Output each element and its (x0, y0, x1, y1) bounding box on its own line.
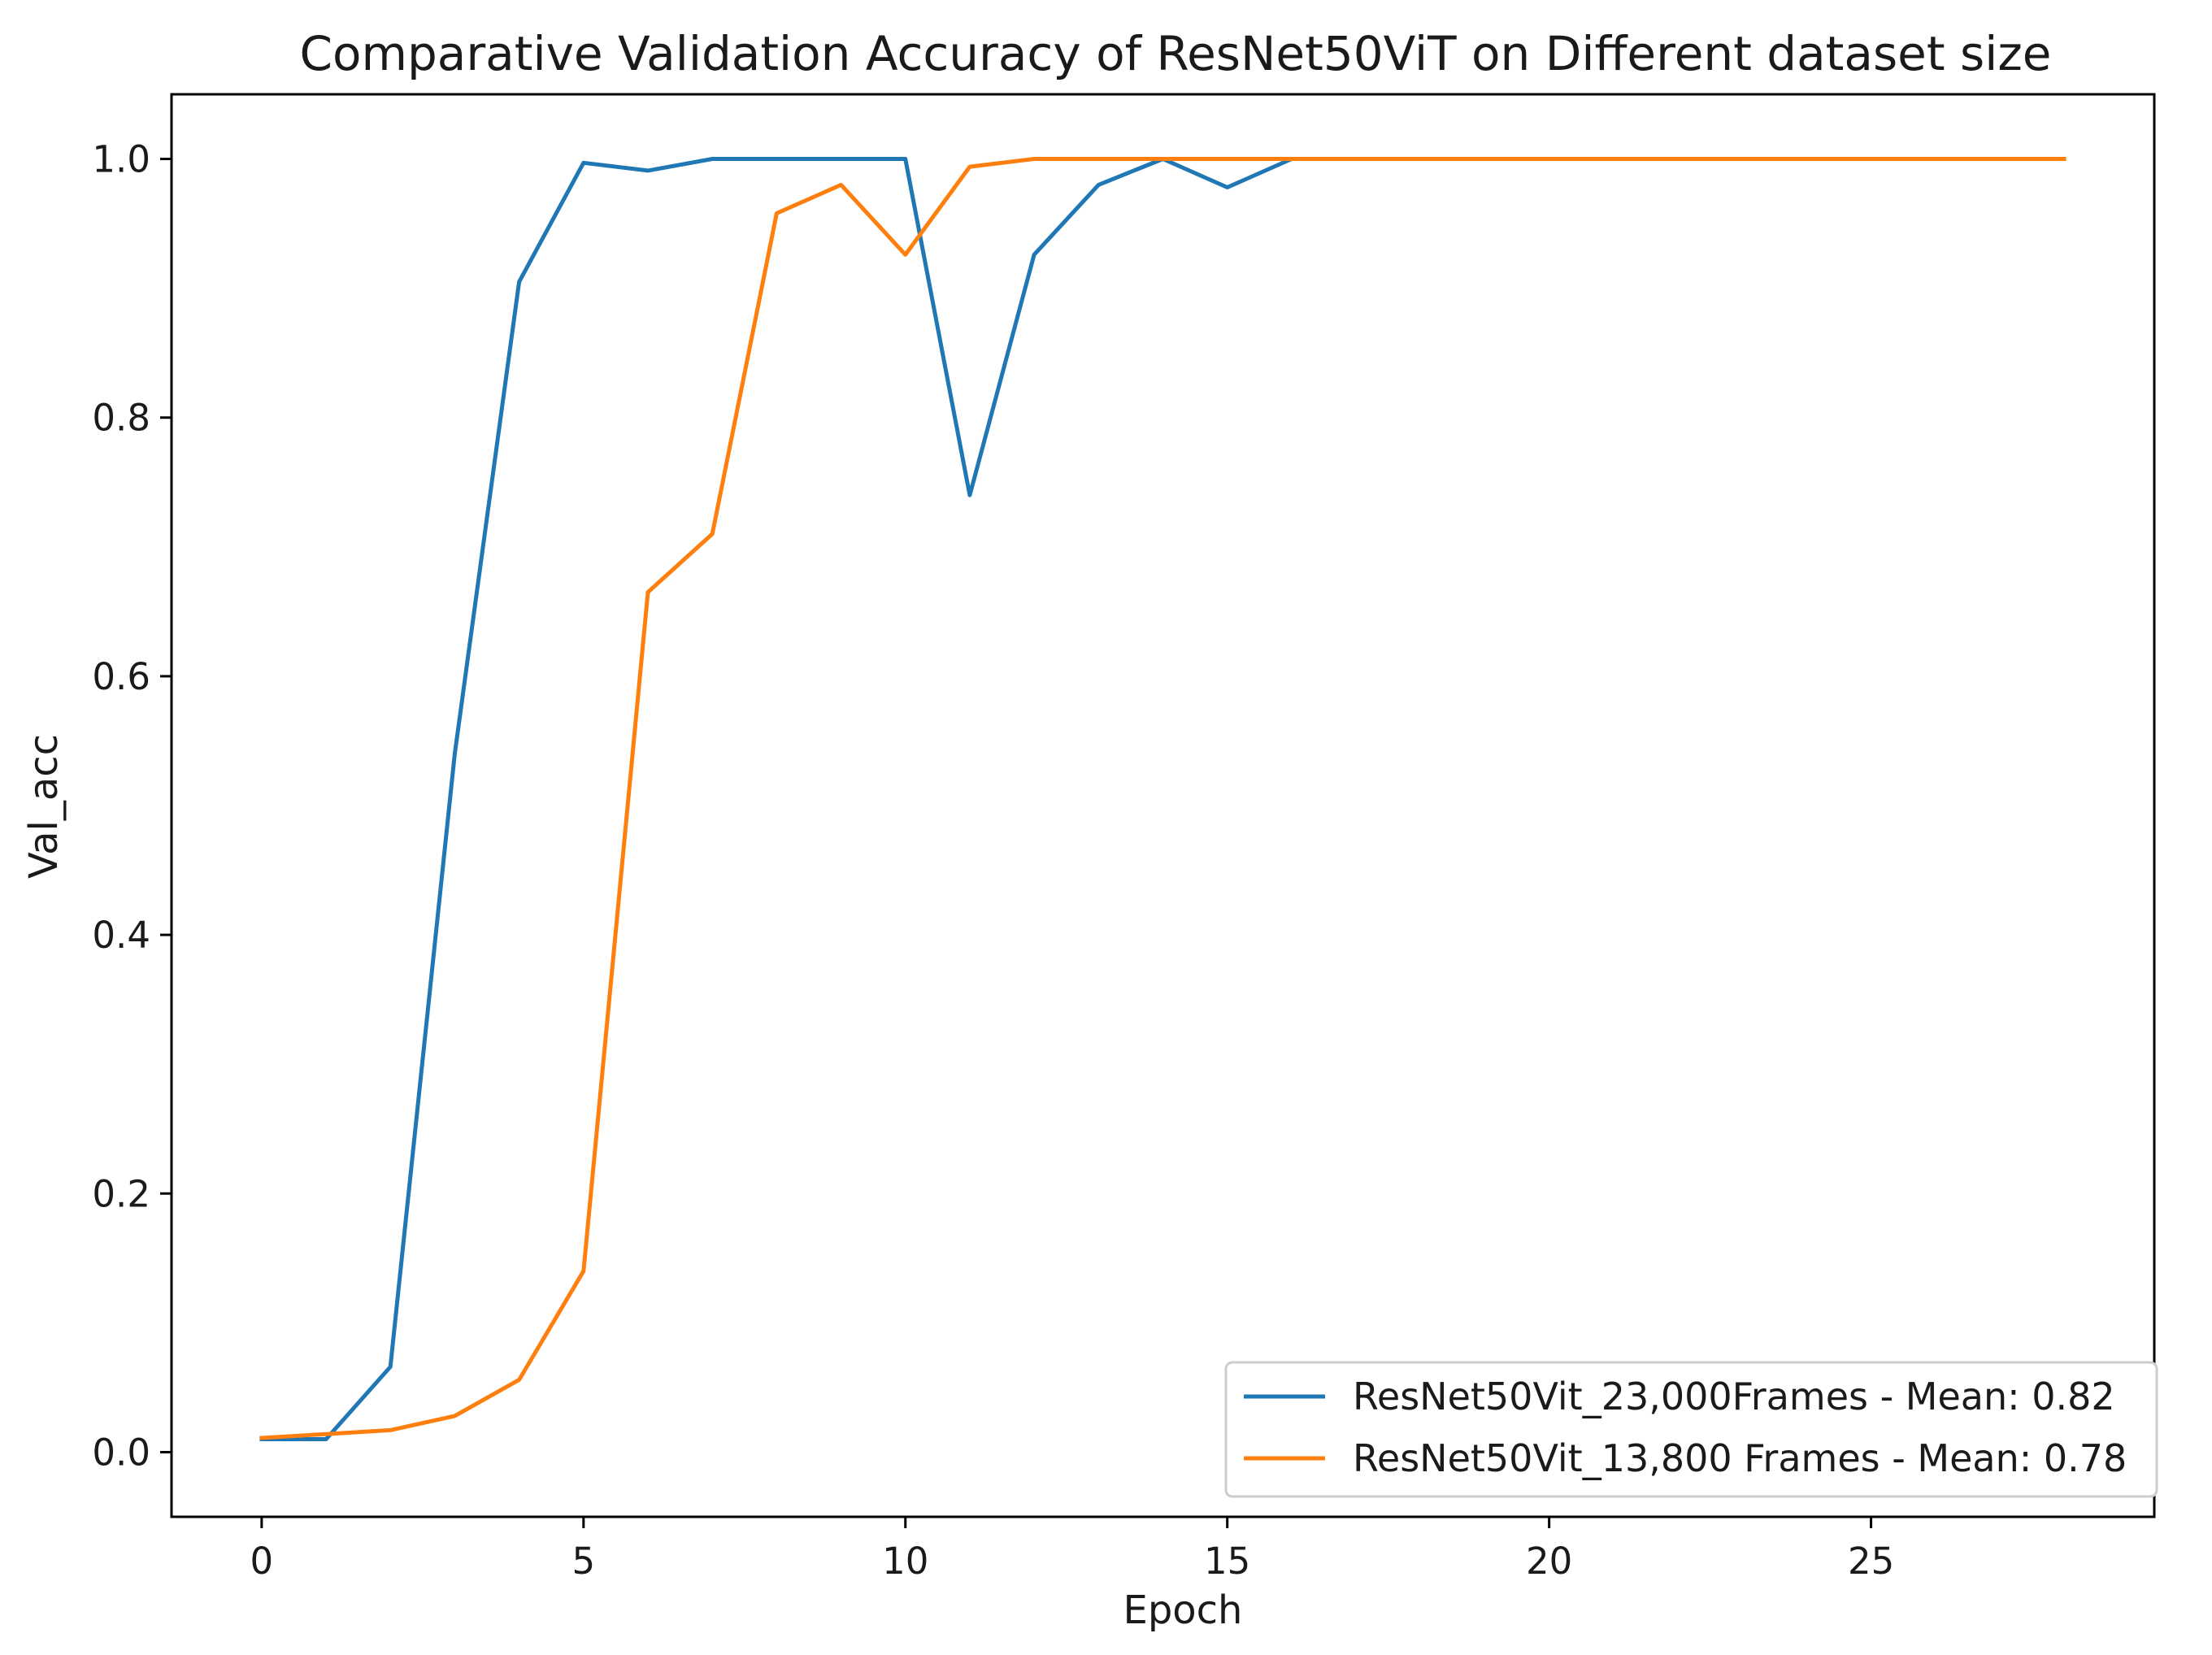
y-tick-label: 1.0 (92, 138, 150, 181)
y-axis-label: Val_acc (21, 734, 67, 879)
legend-box (1224, 1361, 2158, 1498)
y-tick-label: 0.8 (92, 397, 150, 440)
y-tick-label: 0.2 (92, 1172, 150, 1215)
y-tick-label: 0.4 (92, 914, 150, 957)
x-tick-label: 5 (571, 1540, 595, 1583)
x-axis: 0 5 10 15 20 25 (250, 1517, 1894, 1583)
plot-lines (259, 157, 2066, 1441)
legend-label-2: ResNet50Vit_13,800 Frames - Mean: 0.78 (1353, 1436, 2127, 1480)
legend-label-1: ResNet50Vit_23,000Frames - Mean: 0.82 (1353, 1375, 2115, 1418)
y-axis: 0.0 0.2 0.4 0.6 0.8 1.0 (92, 138, 172, 1474)
chart-title: Comparative Validation Accuracy of ResNe… (299, 26, 2051, 81)
x-tick-label: 0 (250, 1540, 274, 1583)
series-line-2 (259, 157, 2066, 1440)
x-tick-label: 15 (1204, 1540, 1250, 1583)
y-tick-label: 0.6 (92, 655, 150, 698)
x-tick-label: 20 (1526, 1540, 1572, 1583)
legend: ResNet50Vit_23,000Frames - Mean: 0.82 Res… (1224, 1361, 2158, 1498)
x-tick-label: 25 (1848, 1540, 1894, 1583)
y-tick-label: 0.0 (92, 1431, 150, 1474)
plot-frame (170, 93, 2156, 1518)
series-line-1 (259, 157, 1552, 1441)
x-axis-label: Epoch (1123, 1588, 1243, 1633)
x-tick-label: 10 (882, 1540, 928, 1583)
